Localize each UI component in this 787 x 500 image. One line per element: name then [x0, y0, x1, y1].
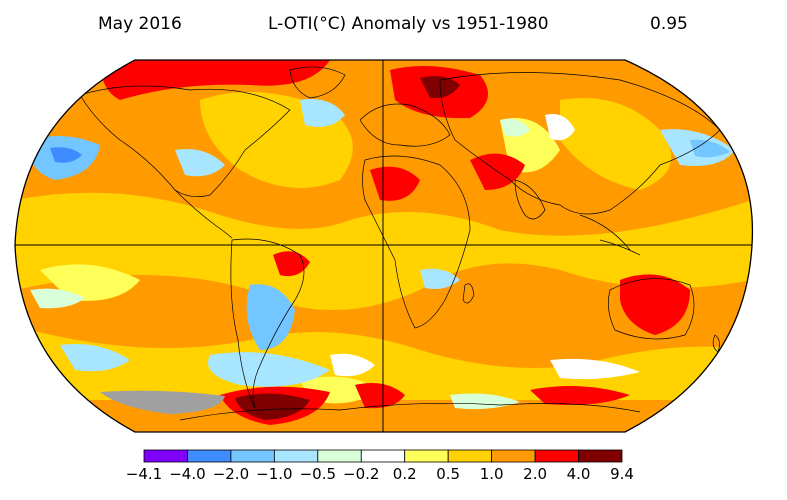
map-date: May 2016 — [98, 14, 182, 34]
legend-swatch — [317, 449, 362, 463]
anomaly-patch-white — [545, 114, 575, 141]
coastline-antarctica — [179, 402, 641, 421]
anomaly-patch-lightblue — [300, 99, 345, 128]
anomaly-patch-red — [273, 251, 310, 277]
legend-boxes — [143, 449, 623, 463]
legend-swatch — [491, 449, 536, 463]
coastline-india — [514, 179, 546, 220]
coastline-africa — [362, 155, 471, 329]
legend-tick-label: −2.0 — [213, 465, 249, 483]
anomaly-patch-blue — [50, 147, 82, 163]
anomaly-patch-red — [355, 382, 405, 409]
legend-swatch — [187, 449, 232, 463]
map-outline — [14, 59, 754, 433]
coastline-south-america — [230, 238, 305, 409]
coastline-north-america — [79, 85, 291, 197]
legend-swatch — [273, 449, 319, 463]
legend-tick-label: 9.4 — [610, 465, 634, 483]
legend-tick-label: −0.2 — [343, 465, 379, 483]
anomaly-map — [14, 59, 754, 433]
legend-swatch — [447, 449, 493, 463]
global-mean-value: 0.95 — [650, 14, 688, 34]
legend-swatch — [360, 449, 406, 463]
legend-swatch — [534, 449, 579, 463]
anomaly-patch-lightblue — [208, 352, 330, 387]
coastline-se-asia — [579, 214, 641, 256]
legend-tick-label: −4.0 — [169, 465, 205, 483]
anomaly-patch-pale — [500, 118, 530, 137]
coastlines — [79, 66, 721, 421]
coastline-madagascar — [462, 283, 475, 304]
coastline-europe — [359, 103, 451, 147]
anomaly-patch-pale — [30, 288, 85, 309]
anomaly-patch-red — [530, 386, 630, 405]
anomaly-patch-blue — [246, 284, 295, 350]
anomaly-patch-lightblue — [60, 344, 130, 372]
anomaly-patch-white — [550, 358, 640, 380]
anomaly-patch-lightblue — [420, 268, 460, 289]
coastline-australia — [608, 278, 695, 340]
legend-swatch — [230, 449, 275, 463]
legend-swatch — [404, 449, 449, 463]
coastline-greenland — [289, 66, 346, 99]
anomaly-patch-red — [100, 60, 330, 100]
anomaly-patch-white — [330, 353, 375, 377]
legend-tick-label: 1.0 — [480, 465, 504, 483]
legend-tick-label: 2.0 — [523, 465, 547, 483]
map-title: L-OTI(°C) Anomaly vs 1951-1980 — [268, 14, 549, 34]
color-legend: −4.1 −4.0 −2.0 −1.0 −0.5 −0.2 0.2 0.5 1.0 2.0 4.0 9… — [126, 449, 634, 483]
anomaly-patch-yellow — [560, 98, 672, 190]
legend-swatch — [143, 449, 188, 463]
legend-tick-label: −4.1 — [126, 465, 162, 483]
legend-tick-label: −0.5 — [300, 465, 336, 483]
coastline-asia — [439, 72, 721, 215]
anomaly-patch-red — [620, 274, 690, 335]
coastline-central-america — [174, 189, 233, 239]
legend-swatch — [578, 449, 623, 463]
legend-ticks: −4.1 −4.0 −2.0 −1.0 −0.5 −0.2 0.2 0.5 1.0 2.0 4.0 9… — [126, 465, 634, 483]
anomaly-patch-pale — [450, 393, 520, 410]
anomaly-field — [15, 60, 753, 432]
legend-tick-label: 4.0 — [567, 465, 591, 483]
legend-tick-label: 0.5 — [436, 465, 460, 483]
legend-tick-label: −1.0 — [256, 465, 292, 483]
anomaly-patch-blue — [690, 139, 730, 158]
legend-tick-label: 0.2 — [393, 465, 417, 483]
no-data-region — [100, 390, 225, 414]
anomaly-patch-lightblue — [175, 149, 225, 177]
